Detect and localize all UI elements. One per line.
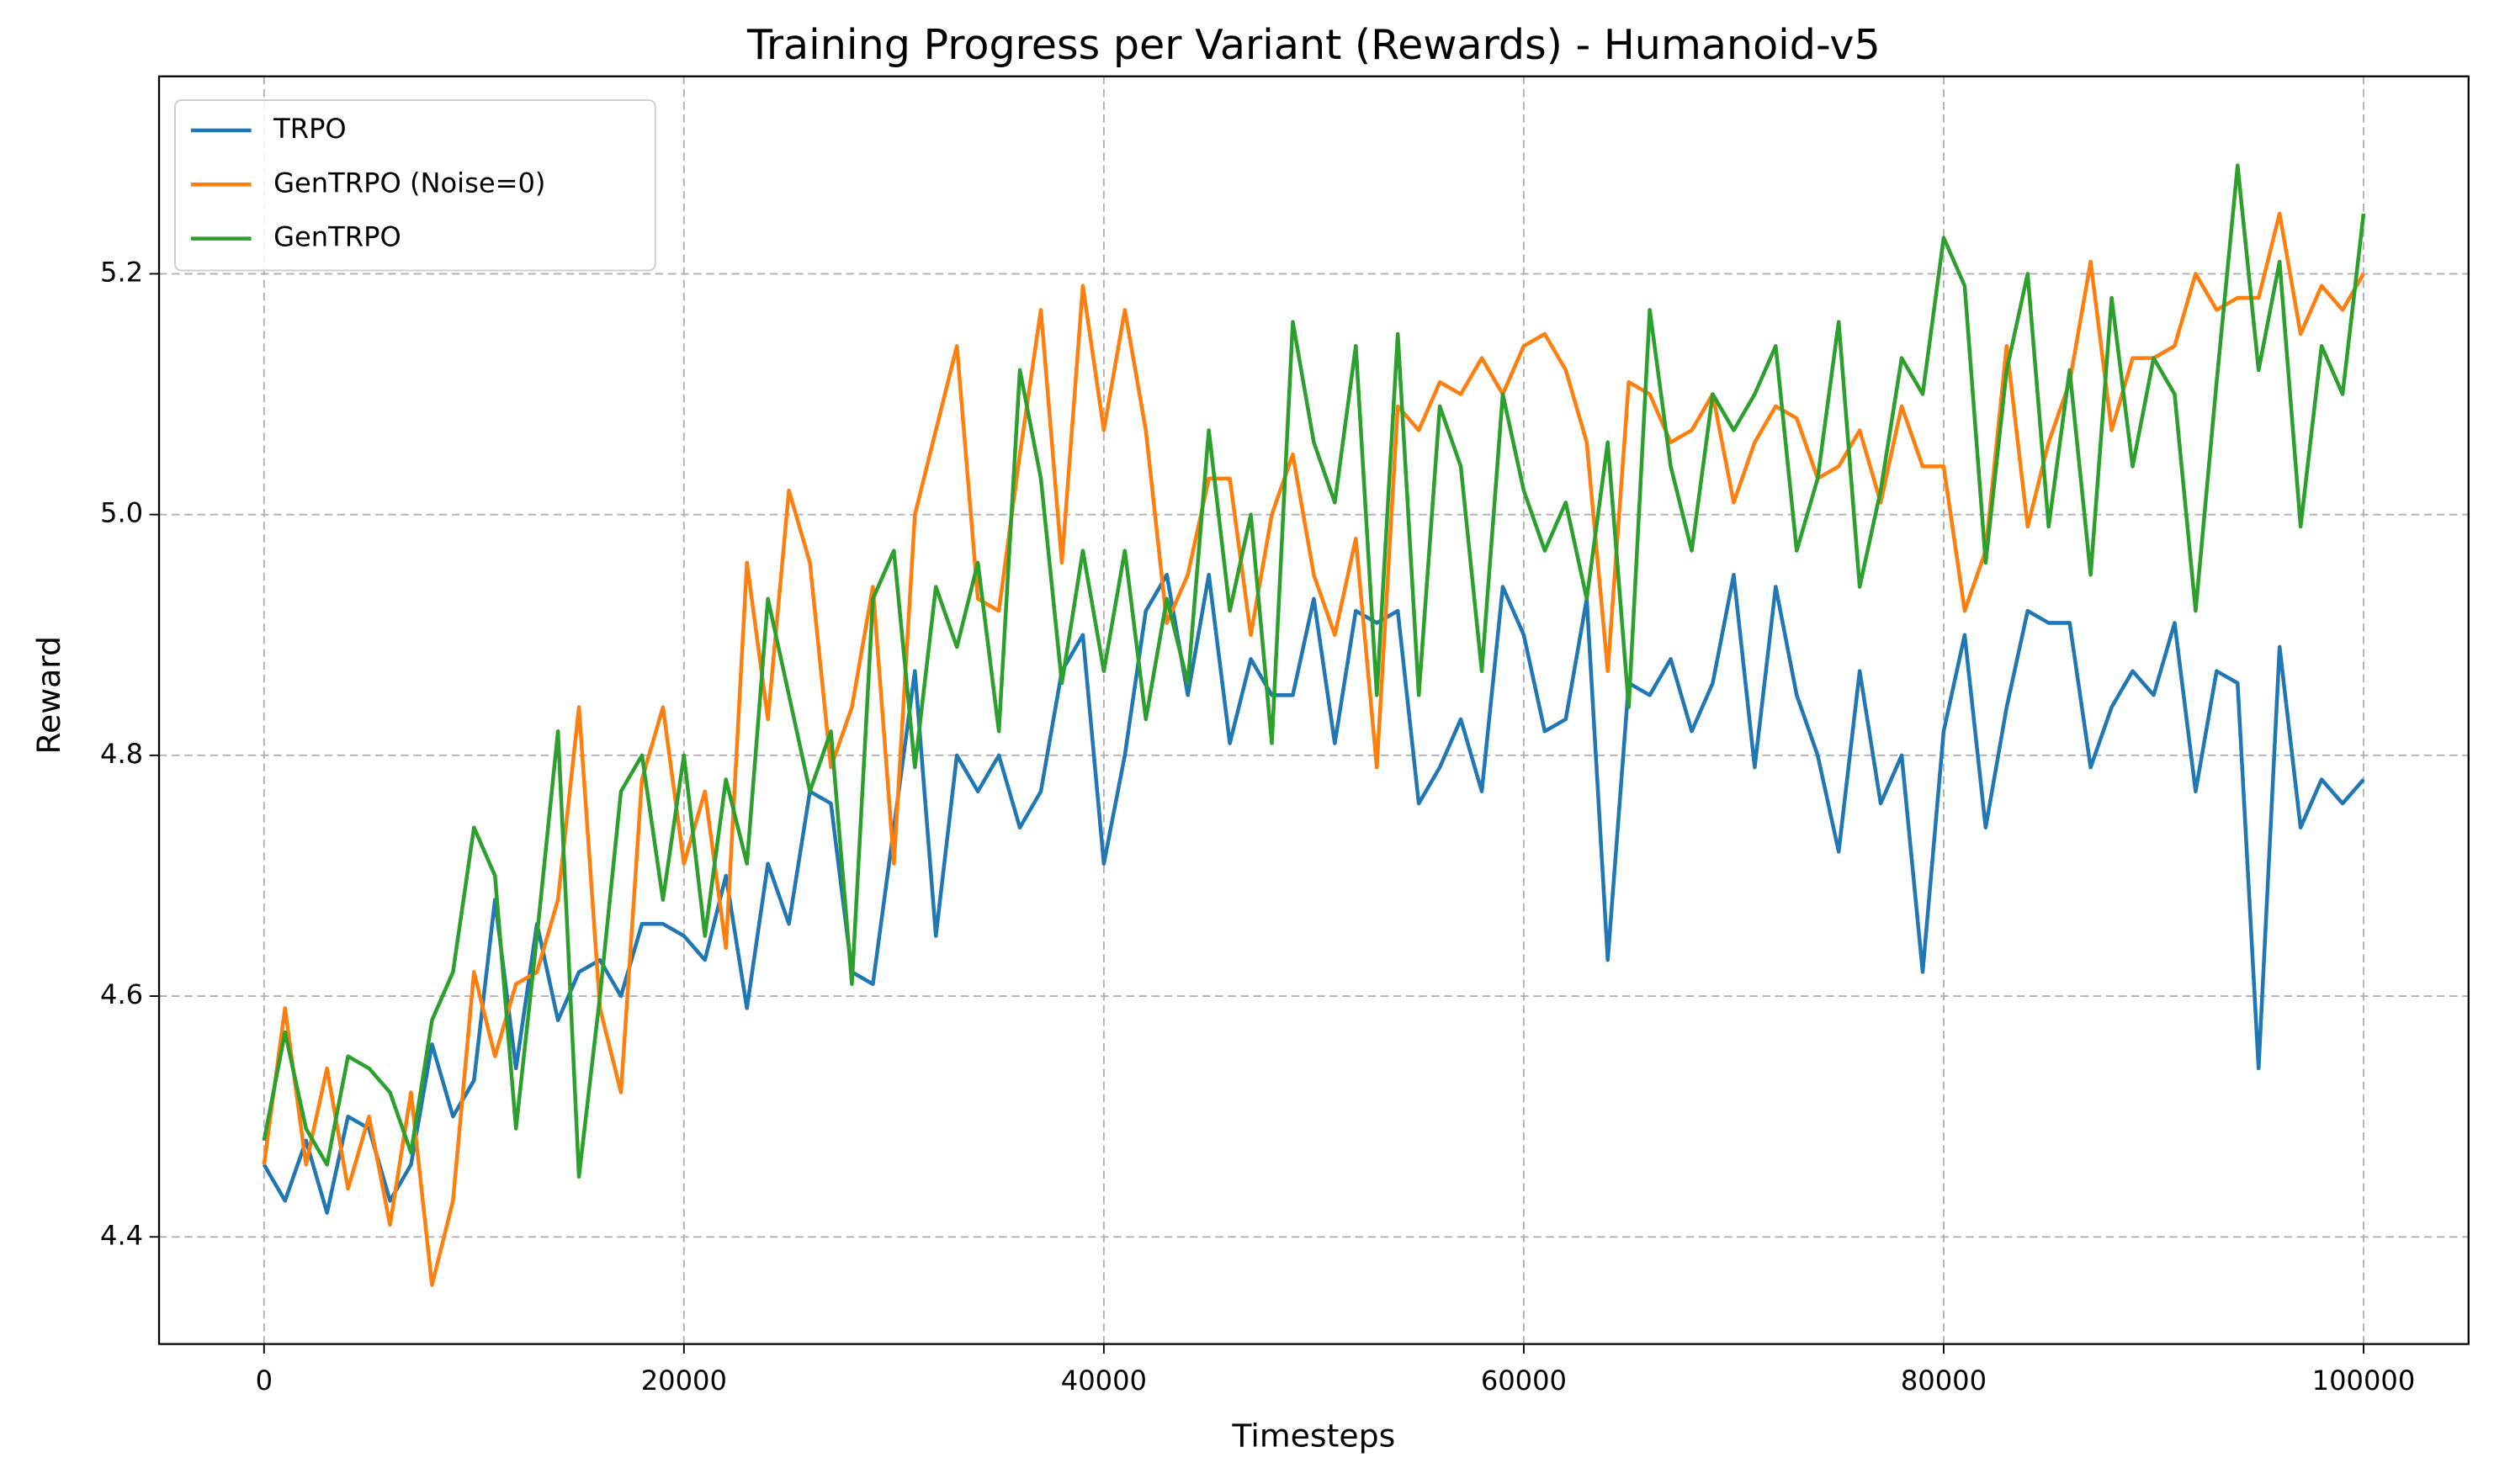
line-series xyxy=(262,572,2365,1215)
legend-label: GenTRPO xyxy=(273,221,401,253)
y-tick-label: 4.6 xyxy=(100,978,143,1010)
x-tick-label: 100000 xyxy=(2312,1365,2416,1397)
line-series xyxy=(262,211,2365,1287)
chart-title: Training Progress per Variant (Rewards) … xyxy=(746,20,1881,69)
y-tick-label: 4.8 xyxy=(100,738,143,770)
y-axis-label: Reward xyxy=(30,636,67,755)
x-tick-label: 40000 xyxy=(1061,1365,1147,1397)
y-tick-label: 4.4 xyxy=(100,1219,143,1251)
legend-box xyxy=(173,99,656,272)
legend-label: TRPO xyxy=(273,113,347,145)
x-axis-label: Timesteps xyxy=(1231,1418,1395,1455)
x-tick-label: 60000 xyxy=(1481,1365,1567,1397)
x-tick-label: 20000 xyxy=(641,1365,727,1397)
plot-frame xyxy=(157,75,2470,1345)
y-tick-label: 5.0 xyxy=(100,497,143,529)
x-tick-label: 0 xyxy=(256,1365,273,1397)
y-tick-label: 5.2 xyxy=(100,256,143,288)
x-tick-label: 80000 xyxy=(1901,1365,1987,1397)
line-series xyxy=(262,163,2366,1179)
legend-label: GenTRPO (Noise=0) xyxy=(273,167,545,199)
